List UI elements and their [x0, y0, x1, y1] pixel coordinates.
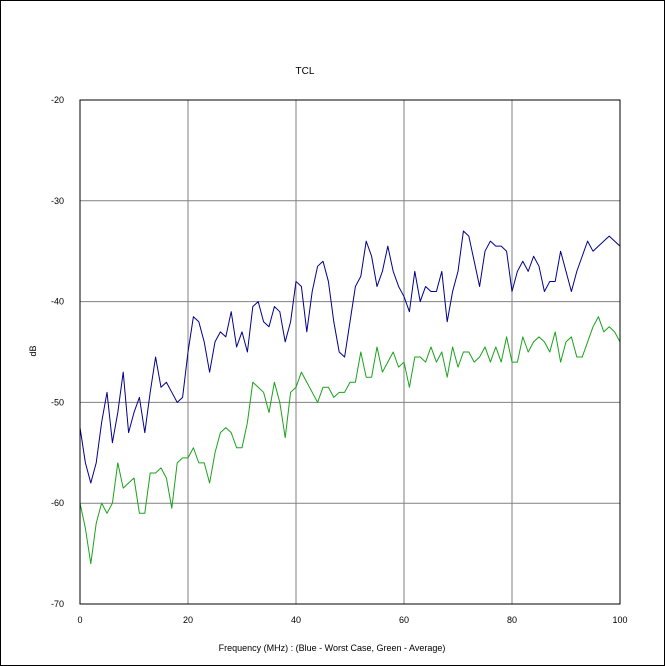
grid [80, 100, 620, 604]
chart-title: TCL [296, 66, 315, 77]
x-tick-label: 80 [507, 615, 517, 625]
x-tick-label: 100 [612, 615, 627, 625]
plot-border [79, 99, 621, 605]
y-tick-label: -20 [51, 95, 64, 105]
x-tick-label: 40 [291, 615, 301, 625]
y-axis-label: dB [28, 345, 38, 356]
tick-labels: 0 20 40 60 80 100 -20 -30 -40 -50 -60 -70 [51, 95, 628, 625]
series-lines [79, 230, 621, 565]
y-tick-label: -50 [51, 397, 64, 407]
x-tick-label: 60 [399, 615, 409, 625]
series-line-blue [79, 230, 621, 484]
y-tick-label: -60 [51, 498, 64, 508]
y-tick-label: -70 [51, 599, 64, 609]
x-axis-label: Frequency (MHz) : (Blue - Worst Case, Gr… [219, 643, 446, 653]
x-tick-label: 20 [183, 615, 193, 625]
series-line-green [79, 316, 621, 565]
y-tick-label: -40 [51, 297, 64, 307]
x-tick-label: 0 [77, 615, 82, 625]
y-tick-label: -30 [51, 196, 64, 206]
